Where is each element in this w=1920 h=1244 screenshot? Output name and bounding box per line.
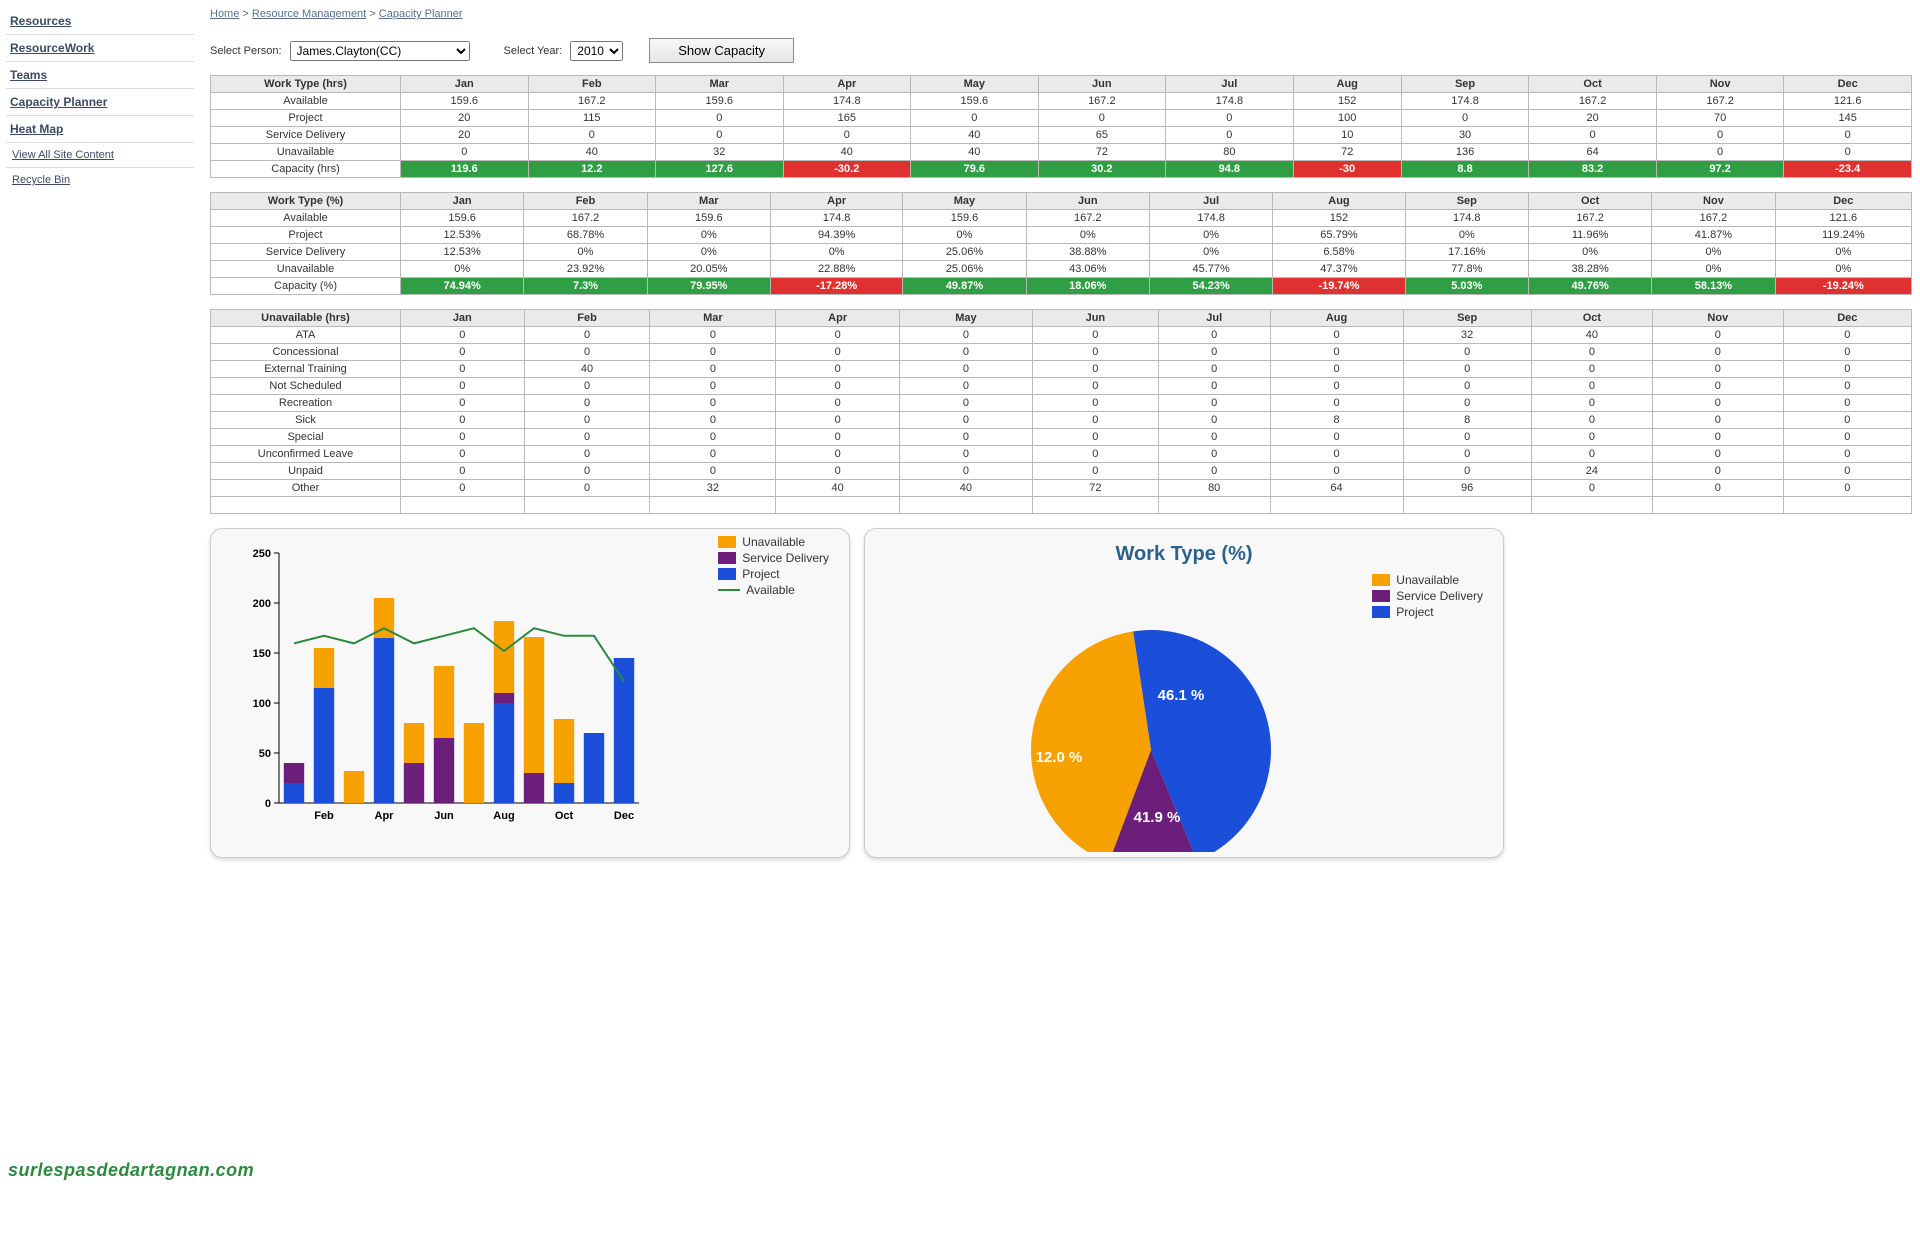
svg-text:12.0 %: 12.0 % bbox=[1036, 749, 1083, 766]
table-row: ATA00000000324000 bbox=[211, 327, 1912, 344]
table-row: Sick000000088000 bbox=[211, 412, 1912, 429]
watermark: surlespasdedartagnan.com bbox=[8, 1160, 254, 1181]
nav-view-all[interactable]: View All Site Content bbox=[6, 143, 194, 168]
svg-text:100: 100 bbox=[253, 698, 271, 710]
nav-recycle-bin[interactable]: Recycle Bin bbox=[6, 168, 194, 192]
table-row: Concessional000000000000 bbox=[211, 344, 1912, 361]
svg-text:Feb: Feb bbox=[314, 810, 334, 822]
pie-chart-title: Work Type (%) bbox=[881, 543, 1487, 566]
sidebar: Resources ResourceWork Teams Capacity Pl… bbox=[0, 0, 200, 878]
capacity-row: Capacity (hrs)119.612.2127.6-30.279.630.… bbox=[211, 161, 1912, 178]
svg-text:200: 200 bbox=[253, 598, 271, 610]
table-row: Unpaid0000000002400 bbox=[211, 463, 1912, 480]
table-row: Not Scheduled000000000000 bbox=[211, 378, 1912, 395]
table-row: Other0032404072806496000 bbox=[211, 480, 1912, 497]
select-person[interactable]: James.Clayton(CC) bbox=[290, 41, 470, 61]
table-work-type-hrs: Work Type (hrs)JanFebMarAprMayJunJulAugS… bbox=[210, 75, 1912, 178]
bc-home[interactable]: Home bbox=[210, 8, 239, 20]
table-row: Service Delivery20000406501030000 bbox=[211, 127, 1912, 144]
select-year[interactable]: 2010 bbox=[570, 41, 623, 61]
nav-resourcework[interactable]: ResourceWork bbox=[6, 35, 194, 62]
svg-text:50: 50 bbox=[259, 748, 271, 760]
table-row: Project20115016500010002070145 bbox=[211, 110, 1912, 127]
pie-chart: Work Type (%) 46.1 % 12.0 % 41.9 % Unavail… bbox=[864, 528, 1504, 858]
svg-text:46.1 %: 46.1 % bbox=[1158, 687, 1205, 704]
table-row: Unconfirmed Leave000000000000 bbox=[211, 446, 1912, 463]
table-row: Unavailable0403240407280721366400 bbox=[211, 144, 1912, 161]
svg-text:Dec: Dec bbox=[614, 810, 634, 822]
controls-bar: Select Person: James.Clayton(CC) Select … bbox=[210, 34, 1912, 75]
select-person-label: Select Person: bbox=[210, 45, 282, 57]
show-capacity-button[interactable]: Show Capacity bbox=[649, 38, 794, 63]
svg-text:Apr: Apr bbox=[375, 810, 395, 822]
table-unavailable-hrs: Unavailable (hrs)JanFebMarAprMayJunJulAu… bbox=[210, 309, 1912, 514]
svg-text:Jun: Jun bbox=[434, 810, 454, 822]
select-year-label: Select Year: bbox=[504, 45, 563, 57]
table-row: Available159.6167.2159.6174.8159.6167.21… bbox=[211, 93, 1912, 110]
pie-chart-legend: UnavailableService DeliveryProject bbox=[1372, 573, 1483, 621]
bc-cp[interactable]: Capacity Planner bbox=[379, 8, 463, 20]
bar-chart: 0 50 100 150 200 250 Feb Apr Jun Aug Oct Dec Unavai… bbox=[210, 528, 850, 858]
nav-heat-map[interactable]: Heat Map bbox=[6, 116, 194, 143]
table-row: Project12.53%68.78%0%94.39%0%0%0%65.79%0… bbox=[211, 227, 1912, 244]
nav-capacity-planner[interactable]: Capacity Planner bbox=[6, 89, 194, 116]
svg-text:Aug: Aug bbox=[493, 810, 514, 822]
svg-text:150: 150 bbox=[253, 648, 271, 660]
table-row: Unavailable0%23.92%20.05%22.88%25.06%43.… bbox=[211, 261, 1912, 278]
bc-rm[interactable]: Resource Management bbox=[252, 8, 366, 20]
table-row: External Training0400000000000 bbox=[211, 361, 1912, 378]
table-row: Available159.6167.2159.6174.8159.6167.21… bbox=[211, 210, 1912, 227]
svg-text:250: 250 bbox=[253, 548, 271, 560]
svg-text:41.9 %: 41.9 % bbox=[1134, 809, 1181, 826]
table-row: Special000000000000 bbox=[211, 429, 1912, 446]
bar-chart-legend: UnavailableService DeliveryProjectAvaila… bbox=[718, 535, 829, 599]
table-row: Service Delivery12.53%0%0%0%25.06%38.88%… bbox=[211, 244, 1912, 261]
table-row: Recreation000000000000 bbox=[211, 395, 1912, 412]
nav-teams[interactable]: Teams bbox=[6, 62, 194, 89]
table-work-type-pct: Work Type (%)JanFebMarAprMayJunJulAugSep… bbox=[210, 192, 1912, 295]
nav-resources[interactable]: Resources bbox=[6, 8, 194, 35]
svg-text:Oct: Oct bbox=[555, 810, 574, 822]
capacity-row: Capacity (%)74.94%7.3%79.95%-17.28%49.87… bbox=[211, 278, 1912, 295]
svg-text:0: 0 bbox=[265, 798, 271, 810]
breadcrumb: Home > Resource Management > Capacity Pl… bbox=[210, 0, 1912, 34]
main-content: Home > Resource Management > Capacity Pl… bbox=[200, 0, 1920, 878]
